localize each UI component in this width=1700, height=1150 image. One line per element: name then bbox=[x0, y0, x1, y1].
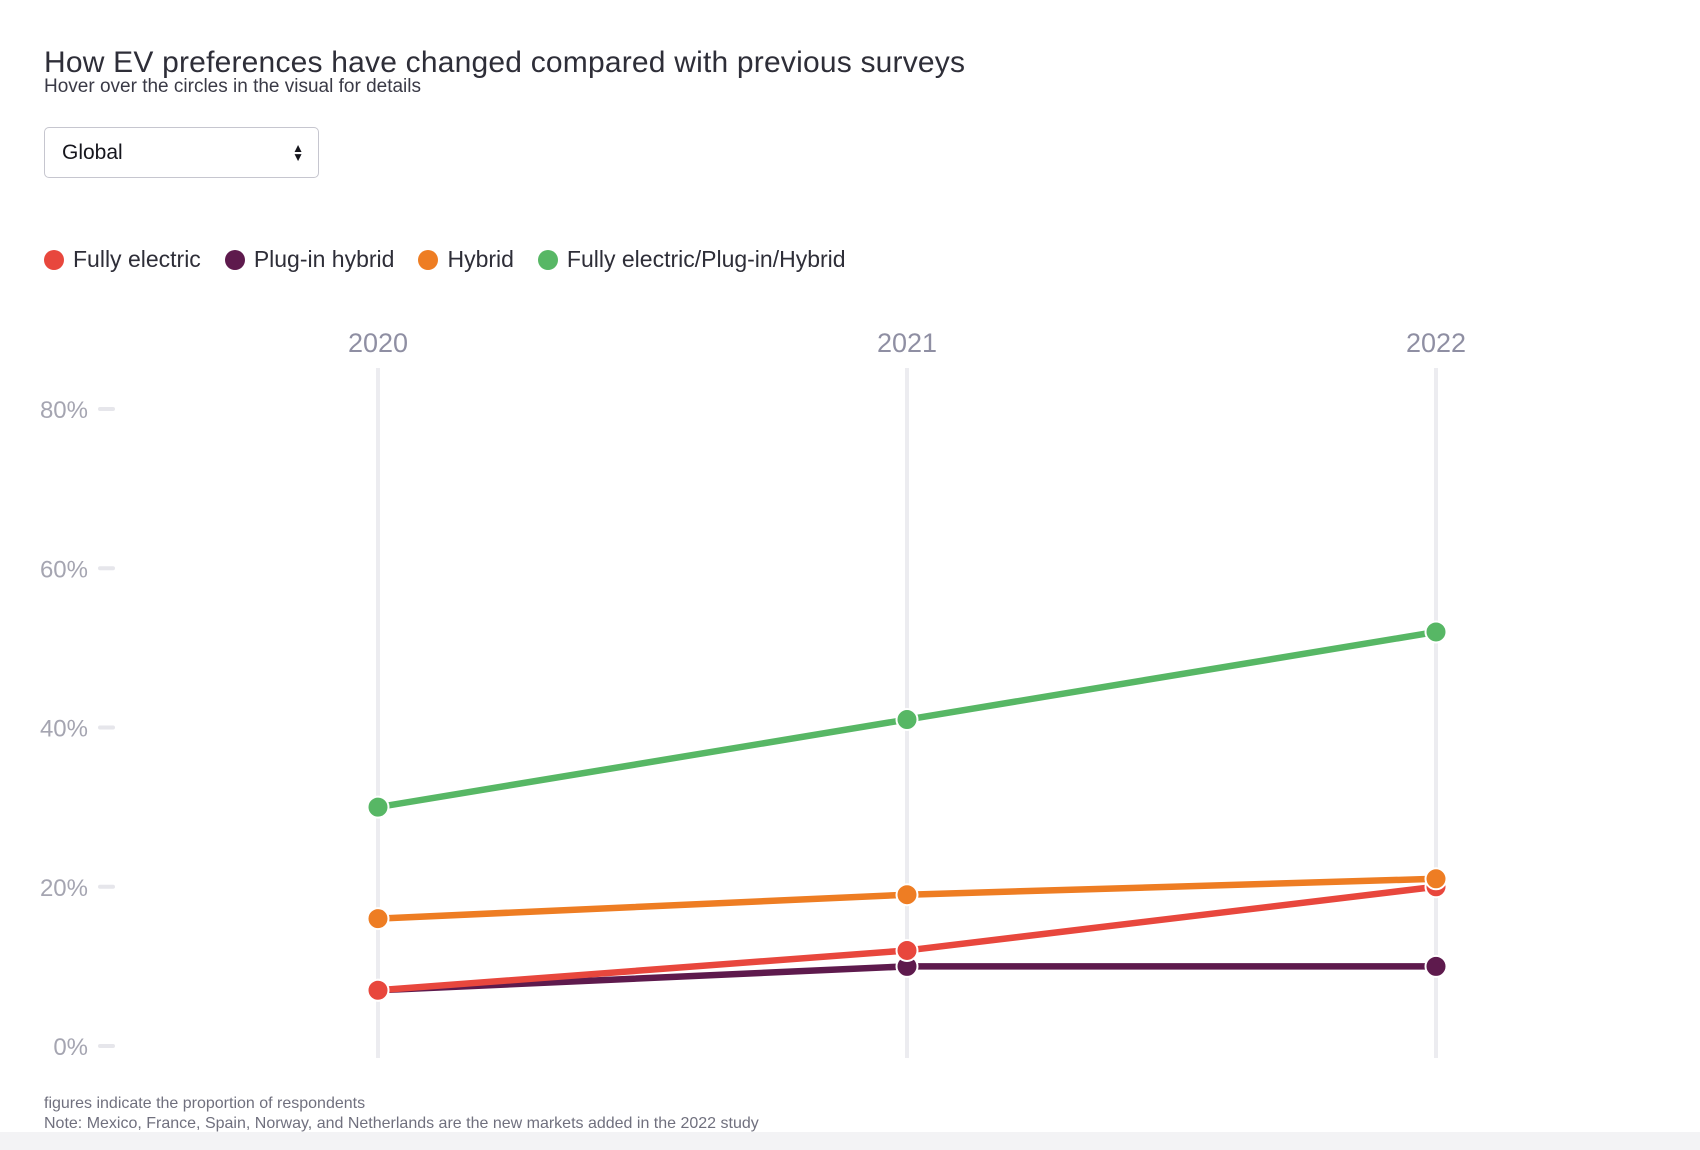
select-arrows-icon: ▲ ▼ bbox=[292, 140, 304, 164]
legend-label: Fully electric bbox=[73, 246, 201, 272]
point-hybrid-2020[interactable]: Hybrid 2020: 16% bbox=[366, 907, 390, 931]
x-axis-label-2022: 2022 bbox=[1406, 328, 1466, 358]
region-select-value: Global bbox=[62, 140, 123, 164]
footnote-line1: figures indicate the proportion of respo… bbox=[44, 1095, 366, 1112]
region-select[interactable]: Global ▲ ▼ bbox=[44, 127, 319, 178]
legend-dot-icon bbox=[537, 249, 558, 270]
y-axis-tick bbox=[98, 884, 115, 889]
point-fully-electric-2020[interactable]: Fully electric 2020: 7% bbox=[366, 978, 390, 1002]
point-fully-electric-2021[interactable]: Fully electric 2021: 12% bbox=[895, 938, 919, 962]
y-axis-label-40pct: 40% bbox=[40, 716, 88, 743]
point-plug-in-hybrid-2022[interactable]: Plug-in hybrid 2022: 10% bbox=[1424, 954, 1448, 978]
legend-item-hybrid: Hybrid bbox=[418, 246, 514, 273]
y-axis-label-60pct: 60% bbox=[40, 556, 88, 583]
legend-label: Hybrid bbox=[447, 246, 514, 272]
point-fully-electric-plug-in-hybrid-2021[interactable]: Fully electric/Plug-in/Hybrid 2021: 41% bbox=[895, 708, 919, 732]
y-axis-label-20pct: 20% bbox=[40, 875, 88, 902]
x-axis-label-2020: 2020 bbox=[348, 328, 408, 358]
legend-dot-icon bbox=[418, 249, 439, 270]
legend-label: Plug-in hybrid bbox=[253, 246, 395, 272]
y-axis-label-80pct: 80% bbox=[40, 397, 88, 424]
legend-item-fully-electric-plug-in-hybrid: Fully electric/Plug-in/Hybrid bbox=[537, 246, 846, 273]
legend-dot-icon bbox=[224, 249, 245, 270]
legend-dot-icon bbox=[44, 249, 64, 270]
legend-label: Fully electric/Plug-in/Hybrid bbox=[566, 246, 846, 272]
y-axis-label-0pct: 0% bbox=[53, 1034, 88, 1061]
chart-legend: Fully electric Plug-in hybrid Hybrid Fully … bbox=[44, 246, 846, 273]
chart-footnotes: figures indicate the proportion of respo… bbox=[44, 1094, 759, 1134]
point-fully-electric-plug-in-hybrid-2022[interactable]: Fully electric/Plug-in/Hybrid 2022: 52% bbox=[1424, 620, 1448, 644]
page-subtitle: Hover over the circles in the visual for… bbox=[44, 76, 421, 97]
point-hybrid-2022[interactable]: Hybrid 2022: 21% bbox=[1424, 867, 1448, 891]
point-hybrid-2021[interactable]: Hybrid 2021: 19% bbox=[895, 883, 919, 907]
y-axis-tick bbox=[98, 566, 115, 571]
y-axis-tick bbox=[98, 725, 115, 730]
bottom-strip bbox=[0, 1132, 1700, 1150]
y-axis-tick bbox=[98, 407, 115, 411]
page-title: How EV preferences have changed compared… bbox=[44, 46, 966, 80]
point-fully-electric-plug-in-hybrid-2020[interactable]: Fully electric/Plug-in/Hybrid 2020: 30% bbox=[366, 795, 390, 819]
y-axis-tick bbox=[98, 1044, 115, 1048]
x-axis-label-2021: 2021 bbox=[877, 328, 937, 358]
footnote-line2: Note: Mexico, France, Spain, Norway, and… bbox=[44, 1115, 759, 1132]
legend-item-fully-electric: Fully electric bbox=[44, 246, 201, 273]
legend-item-plug-in-hybrid: Plug-in hybrid bbox=[224, 246, 395, 273]
